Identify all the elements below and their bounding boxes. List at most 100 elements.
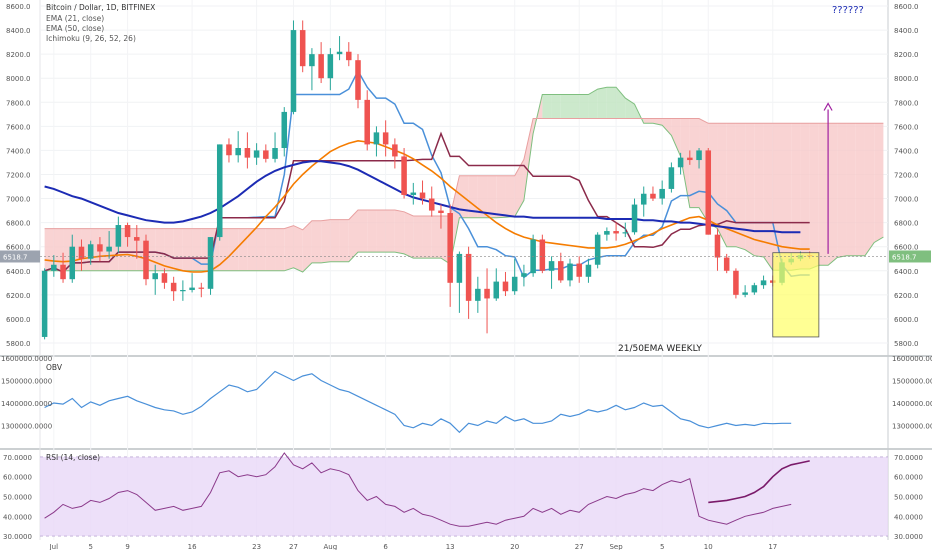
candle[interactable] xyxy=(604,227,610,241)
candle[interactable] xyxy=(124,222,131,247)
candle[interactable] xyxy=(60,252,66,283)
candle[interactable] xyxy=(548,256,555,289)
candle[interactable] xyxy=(760,275,767,289)
price-badge-right[interactable] xyxy=(889,250,931,263)
candle[interactable] xyxy=(69,234,76,283)
candle[interactable] xyxy=(170,276,177,301)
candle[interactable] xyxy=(226,138,232,163)
candle[interactable] xyxy=(263,144,269,163)
price-badge-left[interactable] xyxy=(0,250,40,263)
candle[interactable] xyxy=(558,252,564,283)
candle[interactable] xyxy=(705,148,712,235)
indicator-legend-2: Ichimoku (9, 26, 52, 26) xyxy=(46,34,136,43)
y-tick-label-left: 6000.0 xyxy=(6,316,31,324)
rsi-tick-label-right: 30.0000 xyxy=(894,533,923,541)
candle[interactable] xyxy=(318,42,324,84)
candle[interactable] xyxy=(161,268,168,289)
candle[interactable] xyxy=(216,144,223,241)
candle[interactable] xyxy=(493,268,500,301)
candle[interactable] xyxy=(733,268,739,299)
candle[interactable] xyxy=(134,225,140,259)
candle[interactable] xyxy=(484,268,490,334)
candle[interactable] xyxy=(659,180,665,205)
candle[interactable] xyxy=(576,256,582,283)
candle[interactable] xyxy=(382,120,389,157)
candle[interactable] xyxy=(410,182,417,205)
candle[interactable] xyxy=(751,282,758,295)
candle[interactable] xyxy=(143,234,149,286)
y-tick-label-right: 6400.0 xyxy=(894,268,919,276)
candle[interactable] xyxy=(290,20,297,115)
candle[interactable] xyxy=(567,258,573,287)
candle[interactable] xyxy=(613,222,619,241)
y-tick-label-left: 7800.0 xyxy=(6,99,31,107)
candle[interactable] xyxy=(539,234,546,274)
candle[interactable] xyxy=(373,126,380,157)
candle[interactable] xyxy=(511,258,518,295)
ichimoku-cloud-segment xyxy=(772,123,782,271)
ema21-line xyxy=(44,139,810,273)
candle[interactable] xyxy=(299,20,306,73)
ichimoku-cloud-segment xyxy=(588,89,598,119)
candle[interactable] xyxy=(78,239,85,271)
candle[interactable] xyxy=(585,258,592,283)
candle[interactable] xyxy=(530,234,536,277)
candle[interactable] xyxy=(419,180,426,205)
ichimoku-cloud-segment xyxy=(542,94,552,119)
candle[interactable] xyxy=(309,48,315,91)
y-tick-label-left: 7000.0 xyxy=(6,196,31,204)
candle[interactable] xyxy=(51,255,57,277)
candle[interactable] xyxy=(198,282,205,298)
candle[interactable] xyxy=(401,148,407,199)
candle-body xyxy=(97,244,103,252)
candle[interactable] xyxy=(714,228,721,271)
candle[interactable] xyxy=(235,131,241,163)
candle[interactable] xyxy=(475,276,481,313)
candle[interactable] xyxy=(465,246,472,319)
candle[interactable] xyxy=(152,264,158,295)
candle[interactable] xyxy=(723,253,730,274)
candle[interactable] xyxy=(742,285,748,298)
candle[interactable] xyxy=(428,186,435,217)
candle[interactable] xyxy=(346,42,352,67)
obv-line xyxy=(44,370,792,434)
candle[interactable] xyxy=(336,36,343,61)
candle[interactable] xyxy=(650,186,656,201)
rsi-tick-label-left: 50.0000 xyxy=(3,493,32,501)
candle-body xyxy=(548,261,555,271)
candle[interactable] xyxy=(272,132,278,163)
candle[interactable] xyxy=(594,232,601,269)
candle[interactable] xyxy=(687,150,693,165)
y-tick-label-right: 8200.0 xyxy=(894,51,919,59)
y-tick-label-right: 8400.0 xyxy=(894,27,919,35)
candle[interactable] xyxy=(521,264,527,287)
candle[interactable] xyxy=(677,152,684,175)
candle[interactable] xyxy=(640,186,647,217)
candle[interactable] xyxy=(622,222,629,238)
candle-body xyxy=(161,273,168,283)
candle[interactable] xyxy=(87,240,94,265)
candle[interactable] xyxy=(438,204,444,229)
candle[interactable] xyxy=(106,231,112,259)
candle[interactable] xyxy=(189,273,195,293)
candle[interactable] xyxy=(97,237,103,262)
candle[interactable] xyxy=(253,143,260,165)
candle[interactable] xyxy=(392,138,398,169)
candle[interactable] xyxy=(180,280,186,301)
candle[interactable] xyxy=(696,148,702,169)
candle[interactable] xyxy=(456,251,463,313)
candle[interactable] xyxy=(502,271,509,297)
candle[interactable] xyxy=(631,198,638,235)
candle[interactable] xyxy=(668,162,675,193)
candle[interactable] xyxy=(327,48,334,91)
candle[interactable] xyxy=(244,132,251,169)
candle[interactable] xyxy=(281,107,288,157)
candle[interactable] xyxy=(364,90,370,151)
candle[interactable] xyxy=(115,216,122,253)
candle[interactable] xyxy=(41,268,48,340)
candle[interactable] xyxy=(355,54,361,109)
candle[interactable] xyxy=(207,237,214,295)
candle[interactable] xyxy=(447,204,453,307)
